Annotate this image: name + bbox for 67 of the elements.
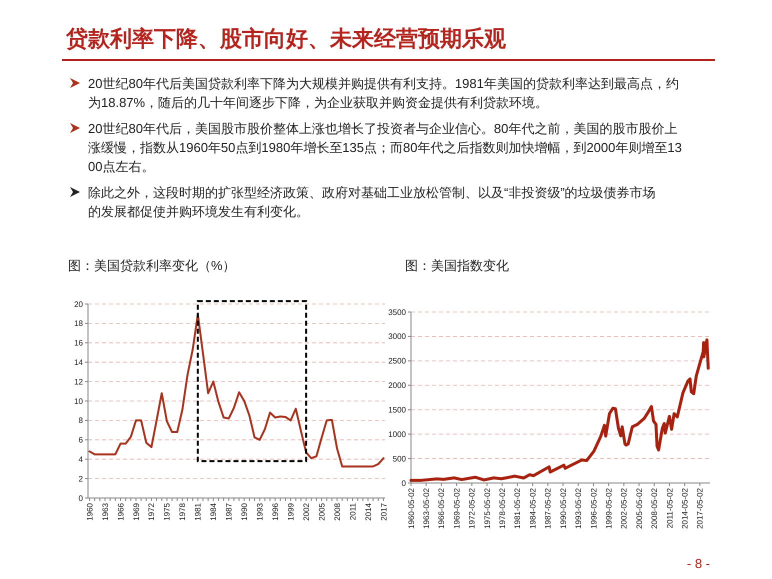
x-tick-label: 1987-05-02 bbox=[544, 487, 553, 529]
y-tick-label: 12 bbox=[74, 377, 84, 386]
x-tick-label: 1993 bbox=[256, 502, 265, 521]
y-tick-label: 3500 bbox=[388, 308, 407, 317]
y-tick-label: 18 bbox=[74, 319, 84, 328]
x-tick-label: 1972 bbox=[147, 502, 156, 521]
x-tick-label: 1984-05-02 bbox=[528, 487, 538, 529]
text: 20世纪80年代后美国贷款利率下降为大规模并购提供有利支持。1981年美国的贷款利率达到最高点，约为18.87%，随后的几十年间逐步下降，为企业获取并购资金提供有利贷款环境。 bbox=[88, 76, 679, 110]
x-tick-label: 2002-05-02 bbox=[620, 487, 629, 529]
x-tick-label: 1993-05-02 bbox=[574, 487, 584, 529]
x-tick-label: 1963-05-02 bbox=[422, 487, 431, 529]
x-tick-label: 1996 bbox=[270, 502, 280, 521]
y-tick-label: 500 bbox=[392, 454, 407, 464]
x-tick-label: 1981 bbox=[194, 502, 203, 521]
x-tick-label: 1999 bbox=[286, 502, 296, 521]
x-tick-label: 1975 bbox=[162, 502, 172, 521]
y-tick-label: 6 bbox=[78, 436, 84, 445]
y-tick-label: 10 bbox=[74, 396, 84, 406]
x-tick-label: 2005 bbox=[317, 502, 326, 521]
x-tick-label: 1966 bbox=[116, 502, 126, 521]
x-tick-label: 1969-05-02 bbox=[452, 487, 462, 529]
x-tick-label: 2014-05-02 bbox=[680, 487, 690, 529]
x-tick-label: 1996-05-02 bbox=[589, 487, 598, 529]
y-tick-label: 20 bbox=[74, 300, 84, 309]
y-tick-label: 1500 bbox=[388, 406, 407, 415]
chart-title: 图：美国贷款利率变化（%） bbox=[68, 258, 236, 273]
y-tick-label: 2 bbox=[78, 474, 84, 484]
y-tick-label: 1000 bbox=[388, 430, 407, 439]
x-tick-label: 2017-05-02 bbox=[696, 487, 705, 529]
y-tick-label: 0 bbox=[402, 478, 407, 488]
x-tick-label: 1978-05-02 bbox=[498, 487, 508, 529]
x-tick-label: 2014 bbox=[364, 502, 373, 521]
x-tick-label: 1981-05-02 bbox=[513, 487, 522, 529]
x-tick-label: 2011 bbox=[348, 502, 358, 520]
y-tick-label: 2500 bbox=[388, 356, 407, 366]
text: 贷款利率下降、股市向好、未来经营预期乐观 bbox=[65, 26, 507, 51]
x-tick-label: 1975-05-02 bbox=[482, 487, 492, 529]
x-tick-label: 2008-05-02 bbox=[650, 487, 660, 529]
x-tick-label: 2008 bbox=[332, 502, 342, 521]
x-tick-label: 1960 bbox=[85, 502, 94, 521]
x-tick-label: 1966-05-02 bbox=[437, 487, 446, 529]
x-tick-label: 2017 bbox=[379, 502, 388, 521]
x-tick-label: 1999-05-02 bbox=[604, 487, 614, 529]
x-tick-label: 1963 bbox=[100, 502, 110, 521]
y-tick-label: 4 bbox=[78, 455, 84, 464]
text: 除此之外，这段时期的扩张型经济政策、政府对基础工业放松管制、以及“非投资级”的垃圾债券市场的发展都促使并购环境发生有利变化。 bbox=[88, 185, 656, 219]
line-series bbox=[88, 314, 384, 468]
x-tick-label: 2005-05-02 bbox=[634, 487, 644, 529]
y-tick-label: 3000 bbox=[388, 332, 407, 342]
y-tick-label: 8 bbox=[78, 416, 84, 426]
x-tick-label: 1987 bbox=[224, 502, 234, 521]
y-tick-label: 16 bbox=[74, 338, 84, 348]
text: 20世纪80年代后，美国股市股价整体上涨也增长了投资者与企业信心。80年代之前，美国的股市股价上涨缓慢，指数从1960年50点到1980年增长至135点；而80年代之后指数则加快增幅，到2000年则增至1300点左右。 bbox=[88, 121, 682, 174]
x-tick-label: 1978 bbox=[178, 502, 188, 521]
x-tick-label: 1984 bbox=[209, 502, 218, 521]
y-tick-label: 0 bbox=[78, 494, 84, 503]
text: - 8 - bbox=[686, 556, 710, 571]
x-tick-label: 2002 bbox=[302, 502, 311, 521]
x-tick-label: 1960-05-02 bbox=[406, 487, 416, 529]
y-tick-label: 14 bbox=[74, 358, 84, 367]
chart-title: 图：美国指数变化 bbox=[405, 258, 509, 273]
x-tick-label: 1972-05-02 bbox=[468, 487, 477, 529]
x-tick-label: 1990-05-02 bbox=[558, 487, 568, 529]
x-tick-label: 1969 bbox=[132, 502, 141, 521]
x-tick-label: 2011-05-02 bbox=[665, 487, 674, 528]
y-tick-label: 2000 bbox=[388, 381, 407, 390]
x-tick-label: 1990 bbox=[240, 502, 250, 521]
